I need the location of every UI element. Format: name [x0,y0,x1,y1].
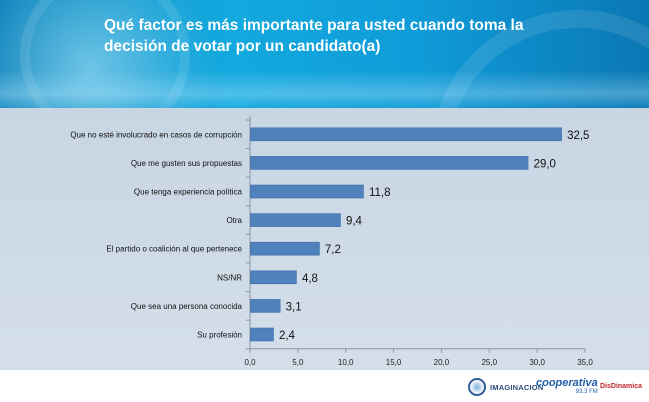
imaginacion-logo-icon [468,378,486,396]
data-label: 29,0 [534,158,556,170]
x-tick-label: 20,0 [434,358,450,367]
bar [250,327,274,342]
bar [250,213,341,227]
data-label: 2,4 [279,330,296,342]
bar [250,156,529,170]
cooperativa-logo-text: cooperativa [536,377,598,389]
x-tick-label: 10,0 [338,358,354,367]
x-tick-label: 25,0 [481,358,497,367]
x-tick-label: 5,0 [292,358,304,367]
category-label: NS/NR [217,273,242,282]
bar [250,270,297,285]
imaginacion-logo-text: IMAGINACION [490,382,544,392]
banner-streak-decoration [0,70,649,108]
disdinamica-logo: DisDinamica [600,374,642,400]
x-tick-label: 30,0 [529,358,545,367]
category-label: El partido o coalición al que pertenece [106,245,242,254]
category-label: Que sea una persona conocida [131,302,243,311]
category-label: Que tenga experiencia política [134,188,243,197]
x-tick-label: 15,0 [386,358,402,367]
data-label: 3,1 [286,301,302,313]
x-tick-label: 35,0 [577,358,593,367]
category-label: Que me gusten sus propuestas [131,159,242,168]
category-label: Otra [226,216,242,225]
data-label: 11,8 [369,187,391,199]
bar [250,127,562,142]
data-label: 4,8 [302,273,318,285]
category-label: Su profesión [197,331,242,340]
category-label: Que no esté involucrado en casos de corr… [70,130,242,139]
data-label: 7,2 [325,244,341,256]
cooperativa-logo: cooperativa 93.3 FM [536,374,598,400]
data-label: 9,4 [346,216,363,228]
bar [250,184,364,199]
banner-ring-decoration [20,0,190,108]
bar-chart: 0,0 5,0 10,0 15,0 20,0 25,0 30,0 35,0 Que no est… [70,116,593,367]
footer-logos: IMAGINACION cooperativa 93.3 FM DisDinam… [0,370,649,402]
disdinamica-logo-text: DisDinamica [600,383,643,390]
x-tick-label: 0,0 [244,358,256,367]
bar [250,241,320,256]
bar [250,299,281,313]
cooperativa-frequency: 93.3 FM [575,389,598,395]
data-label: 32,5 [567,130,589,142]
chart-area: 0,0 5,0 10,0 15,0 20,0 25,0 30,0 35,0 Que no est… [0,108,649,370]
imaginacion-logo: IMAGINACION [468,374,543,400]
page-title: Qué factor es más importante para usted … [104,17,524,55]
header-banner: Qué factor es más importante para usted … [0,0,649,108]
